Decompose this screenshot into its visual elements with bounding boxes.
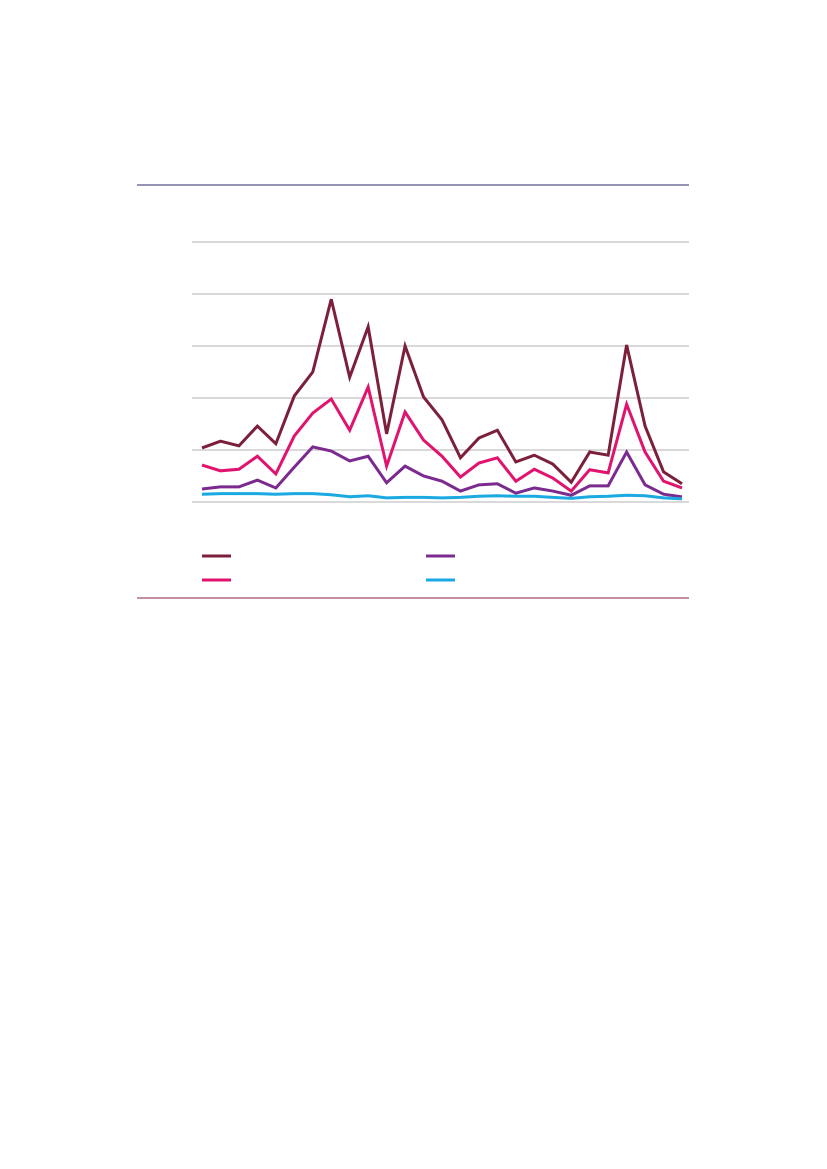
series-line [201,382,683,494]
series-line [201,492,683,501]
series-line [201,298,683,486]
series-line [201,445,683,499]
